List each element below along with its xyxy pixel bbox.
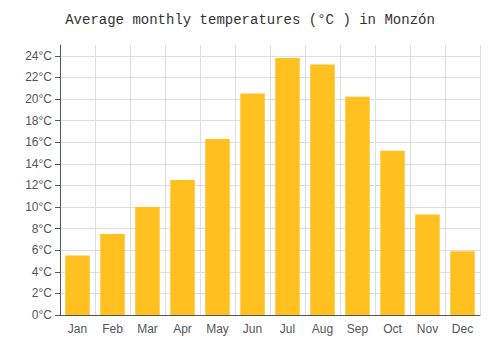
- svg-text:6°C: 6°C: [32, 243, 52, 257]
- svg-text:Sep: Sep: [347, 322, 369, 336]
- svg-text:20°C: 20°C: [25, 92, 52, 106]
- svg-text:Feb: Feb: [102, 322, 123, 336]
- svg-text:Apr: Apr: [173, 322, 192, 336]
- svg-text:12°C: 12°C: [25, 178, 52, 192]
- svg-text:0°C: 0°C: [32, 308, 52, 322]
- svg-text:Mar: Mar: [137, 322, 158, 336]
- svg-text:2°C: 2°C: [32, 286, 52, 300]
- svg-text:14°C: 14°C: [25, 157, 52, 171]
- svg-text:Oct: Oct: [383, 322, 402, 336]
- svg-text:24°C: 24°C: [25, 49, 52, 63]
- svg-text:4°C: 4°C: [32, 265, 52, 279]
- svg-text:Aug: Aug: [312, 322, 333, 336]
- svg-text:Jan: Jan: [68, 322, 87, 336]
- svg-text:Jun: Jun: [243, 322, 262, 336]
- svg-text:16°C: 16°C: [25, 135, 52, 149]
- svg-text:10°C: 10°C: [25, 200, 52, 214]
- svg-text:Jul: Jul: [280, 322, 295, 336]
- svg-text:22°C: 22°C: [25, 70, 52, 84]
- svg-text:18°C: 18°C: [25, 114, 52, 128]
- svg-text:8°C: 8°C: [32, 222, 52, 236]
- svg-text:Dec: Dec: [452, 322, 473, 336]
- svg-text:Nov: Nov: [417, 322, 438, 336]
- svg-text:Average monthly temperatures (: Average monthly temperatures (°C ) in Mo…: [65, 12, 435, 28]
- svg-text:May: May: [206, 322, 229, 336]
